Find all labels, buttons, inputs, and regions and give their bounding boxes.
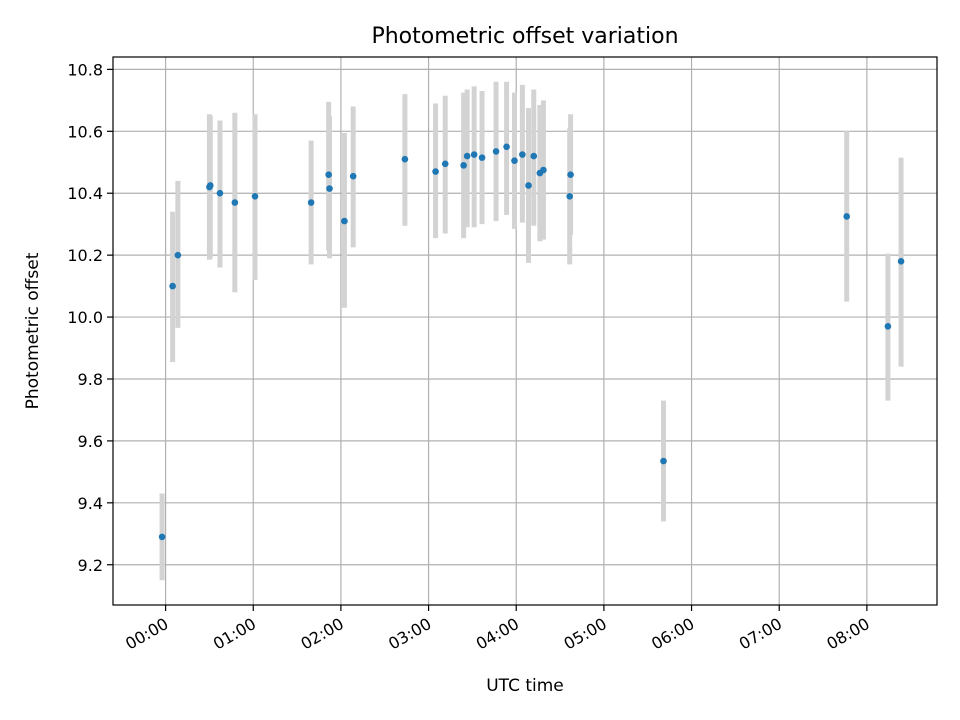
data-point — [307, 199, 315, 206]
data-point — [231, 199, 239, 206]
data-point — [525, 182, 532, 189]
chart-title: Photometric offset variation — [371, 24, 678, 49]
data-point — [511, 157, 518, 165]
data-point — [174, 251, 182, 259]
data-point — [251, 193, 259, 200]
data-point — [169, 282, 176, 290]
data-point — [441, 160, 449, 168]
y-tick-label: 10.2 — [67, 246, 103, 265]
data-point — [341, 217, 348, 225]
y-tick-label: 9.6 — [78, 432, 103, 451]
y-tick-label: 10.8 — [67, 60, 103, 79]
y-tick-label: 10.4 — [67, 184, 103, 203]
data-point — [158, 533, 166, 541]
data-point — [843, 213, 851, 220]
data-point — [503, 143, 510, 151]
y-axis-ticks: 9.2 9.4 9.6 9.8 10.0 10.2 10.4 10.6 10.8 — [67, 60, 113, 575]
data-point — [660, 457, 667, 465]
data-point — [567, 171, 574, 178]
data-point — [432, 168, 439, 175]
data-point — [478, 154, 486, 161]
x-axis-label: UTC time — [486, 676, 564, 696]
data-point — [326, 185, 333, 192]
data-point — [884, 323, 892, 330]
data-point — [470, 151, 478, 158]
data-point — [207, 182, 214, 189]
y-tick-label: 9.4 — [78, 494, 103, 513]
y-tick-label: 9.2 — [78, 556, 103, 575]
data-point — [401, 155, 409, 163]
data-point — [463, 152, 471, 160]
data-point — [540, 166, 547, 174]
data-point — [566, 193, 574, 200]
data-point — [897, 258, 905, 265]
data-point — [530, 152, 538, 160]
data-point — [492, 148, 500, 155]
y-tick-label: 9.8 — [78, 370, 103, 389]
y-tick-label: 10.0 — [67, 308, 103, 327]
data-points — [158, 143, 905, 541]
data-point — [216, 189, 224, 197]
y-tick-label: 10.6 — [67, 122, 103, 141]
plot-frame — [112, 56, 938, 606]
data-point — [519, 151, 526, 158]
y-axis-label: Photometric offset — [23, 252, 43, 409]
data-point — [325, 171, 332, 178]
data-point — [349, 172, 357, 180]
grid — [113, 57, 937, 605]
data-point — [460, 162, 467, 169]
